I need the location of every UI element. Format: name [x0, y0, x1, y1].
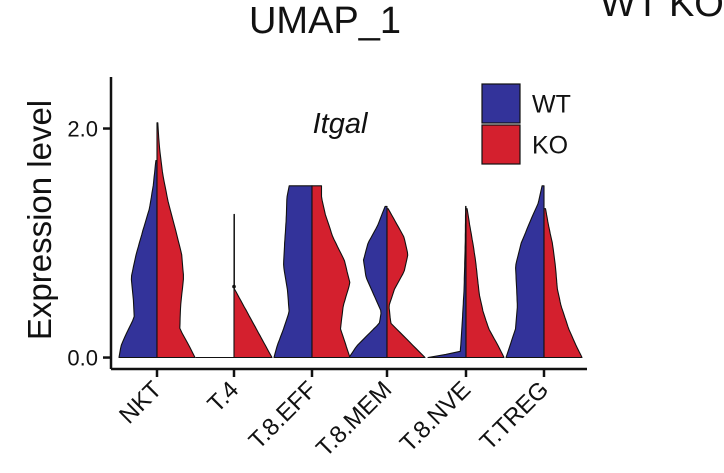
legend-label-ko: KO	[532, 132, 568, 160]
legend-swatch-ko	[481, 124, 521, 165]
violin-t-8-nve-wt	[427, 205, 467, 359]
violin-t-4-outlier-dot	[232, 284, 236, 289]
y-axis-ticks: 0.0 2.0	[67, 117, 111, 371]
violin-t-treg-ko	[543, 208, 583, 359]
violin-t-8-eff-ko	[311, 185, 351, 359]
legend-label-wt: WT	[532, 91, 571, 119]
legend-swatch-wt	[481, 83, 521, 124]
violin-nkt-wt	[118, 160, 158, 359]
x-tick-label-t-8-mem: T.8.MEM	[311, 376, 397, 462]
violin-t-8-eff-wt	[273, 185, 313, 359]
corner-group-labels: WT KO	[600, 0, 724, 25]
y-tick-label: 2.0	[67, 117, 98, 142]
violin-nkt-ko	[156, 122, 196, 359]
y-tick-label: 0.0	[67, 346, 98, 371]
legend: WT KO	[481, 83, 571, 165]
violin-layer	[118, 122, 583, 359]
violin-t-8-mem-ko	[386, 208, 426, 359]
y-axis-label: Expression level	[21, 100, 58, 340]
x-tick-label-t-treg: T.TREG	[475, 376, 554, 455]
x-tick-label-t-4: T.4	[203, 376, 245, 418]
x-tick-label-nkt: NKT	[114, 376, 167, 429]
violin-t-8-mem-wt	[348, 205, 388, 359]
violin-t-8-nve-ko	[465, 208, 505, 359]
chart-title: Itgal	[313, 108, 369, 140]
x-tick-label-t-8-nve: T.8.NVE	[395, 376, 476, 457]
violin-t-treg-wt	[505, 185, 545, 359]
umap-axis-title: UMAP_1	[249, 0, 401, 42]
violin-t-4-ko	[233, 213, 273, 359]
